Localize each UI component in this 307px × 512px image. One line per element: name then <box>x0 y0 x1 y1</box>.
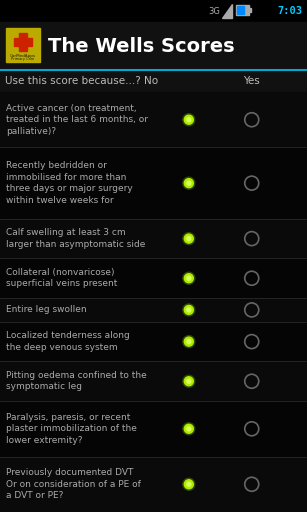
Circle shape <box>183 478 195 490</box>
Bar <box>236 5 249 15</box>
Bar <box>249 8 251 12</box>
Circle shape <box>187 339 191 344</box>
Circle shape <box>187 181 191 185</box>
Bar <box>0 322 307 361</box>
Circle shape <box>187 308 191 312</box>
Bar <box>0 147 307 219</box>
Bar <box>0 401 307 457</box>
Circle shape <box>187 276 191 280</box>
Circle shape <box>187 118 191 122</box>
Text: Calf swelling at least 3 cm
larger than asymptomatic side: Calf swelling at least 3 cm larger than … <box>6 228 146 249</box>
Circle shape <box>184 480 193 489</box>
Bar <box>19 33 27 51</box>
Bar <box>0 22 307 70</box>
Circle shape <box>184 274 193 283</box>
Text: Recently bedridden or
immobilised for more than
three days or major surgery
with: Recently bedridden or immobilised for mo… <box>6 161 133 205</box>
Text: CarMedApps: CarMedApps <box>10 54 36 58</box>
Circle shape <box>187 482 191 486</box>
Text: Previously documented DVT
Or on consideration of a PE of
a DVT or PE?: Previously documented DVT Or on consider… <box>6 468 141 500</box>
Circle shape <box>183 114 195 126</box>
Bar <box>0 298 307 322</box>
Text: Paralysis, paresis, or recent
plaster immobilization of the
lower extremity?: Paralysis, paresis, or recent plaster im… <box>6 413 137 445</box>
Bar <box>0 0 307 22</box>
Bar <box>0 259 307 298</box>
Circle shape <box>184 234 193 243</box>
Text: Active cancer (on treatment,
treated in the last 6 months, or
palliative)?: Active cancer (on treatment, treated in … <box>6 104 148 136</box>
Text: The Wells Scores: The Wells Scores <box>48 36 235 55</box>
Text: Collateral (nonvaricose)
superficial veins present: Collateral (nonvaricose) superficial vei… <box>6 268 117 288</box>
Text: Pitting oedema confined to the
symptomatic leg: Pitting oedema confined to the symptomat… <box>6 371 147 392</box>
Circle shape <box>184 306 193 314</box>
Circle shape <box>184 179 193 187</box>
Circle shape <box>187 379 191 383</box>
Circle shape <box>187 237 191 241</box>
Bar <box>14 38 32 46</box>
Bar <box>0 219 307 259</box>
Text: Use this score because...? No: Use this score because...? No <box>5 76 158 86</box>
Bar <box>0 70 307 92</box>
Circle shape <box>184 337 193 346</box>
Bar <box>6 28 40 62</box>
Circle shape <box>183 304 195 316</box>
Text: Entire leg swollen: Entire leg swollen <box>6 306 87 314</box>
Bar <box>0 457 307 512</box>
Circle shape <box>183 375 195 387</box>
Polygon shape <box>222 4 232 18</box>
Bar <box>0 92 307 147</box>
Circle shape <box>183 272 195 284</box>
Circle shape <box>183 423 195 435</box>
Circle shape <box>183 177 195 189</box>
Circle shape <box>184 115 193 124</box>
Circle shape <box>184 377 193 386</box>
Circle shape <box>184 424 193 433</box>
Circle shape <box>183 336 195 348</box>
Circle shape <box>187 427 191 431</box>
Text: 7:03: 7:03 <box>277 6 302 16</box>
Circle shape <box>183 232 195 245</box>
Text: Primary Care: Primary Care <box>11 57 35 61</box>
Text: 3G: 3G <box>208 7 220 15</box>
Text: Localized tenderness along
the deep venous system: Localized tenderness along the deep veno… <box>6 331 130 352</box>
Text: Yes: Yes <box>243 76 260 86</box>
Bar <box>237 6 244 14</box>
Bar <box>0 361 307 401</box>
